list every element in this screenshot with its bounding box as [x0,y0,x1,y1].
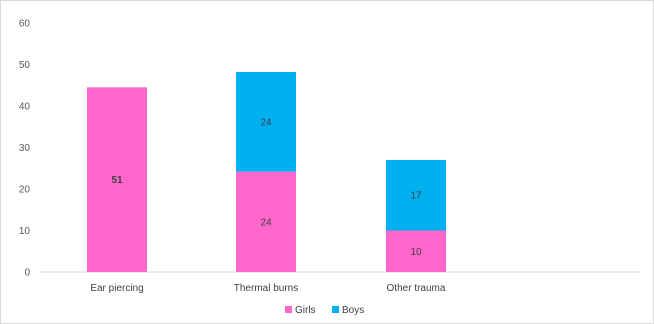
data-label: 10 [410,247,422,258]
legend: Girls Boys [285,305,364,316]
y-axis-ticks: 0 10 20 30 40 50 60 [19,19,31,279]
y-tick-label: 50 [19,60,31,71]
bar-segment [236,171,296,272]
legend-swatch [332,306,339,313]
bar-segment [386,230,446,272]
data-label: 51 [111,175,123,186]
y-tick-label: 60 [19,19,31,30]
data-label: 24 [260,117,272,128]
category-label: Thermal burns [234,283,298,294]
legend-swatch [285,306,292,313]
category-label: Ear piercing [90,283,143,294]
category-labels: Ear piercing Thermal burns Other trauma [90,283,446,294]
legend-label: Girls [295,305,316,316]
bar-segment [386,159,446,231]
bars: 51 24 24 10 17 [87,71,446,272]
legend-label: Boys [342,305,364,316]
data-label: 24 [260,217,272,228]
data-label: 17 [410,191,422,202]
y-tick-label: 20 [19,185,31,196]
y-tick-label: 10 [19,226,31,237]
bar-segment [87,87,147,272]
bar-segment [236,71,296,172]
y-tick-label: 40 [19,102,31,113]
y-tick-label: 0 [24,268,30,279]
category-label: Other trauma [387,283,446,294]
y-tick-label: 30 [19,143,31,154]
